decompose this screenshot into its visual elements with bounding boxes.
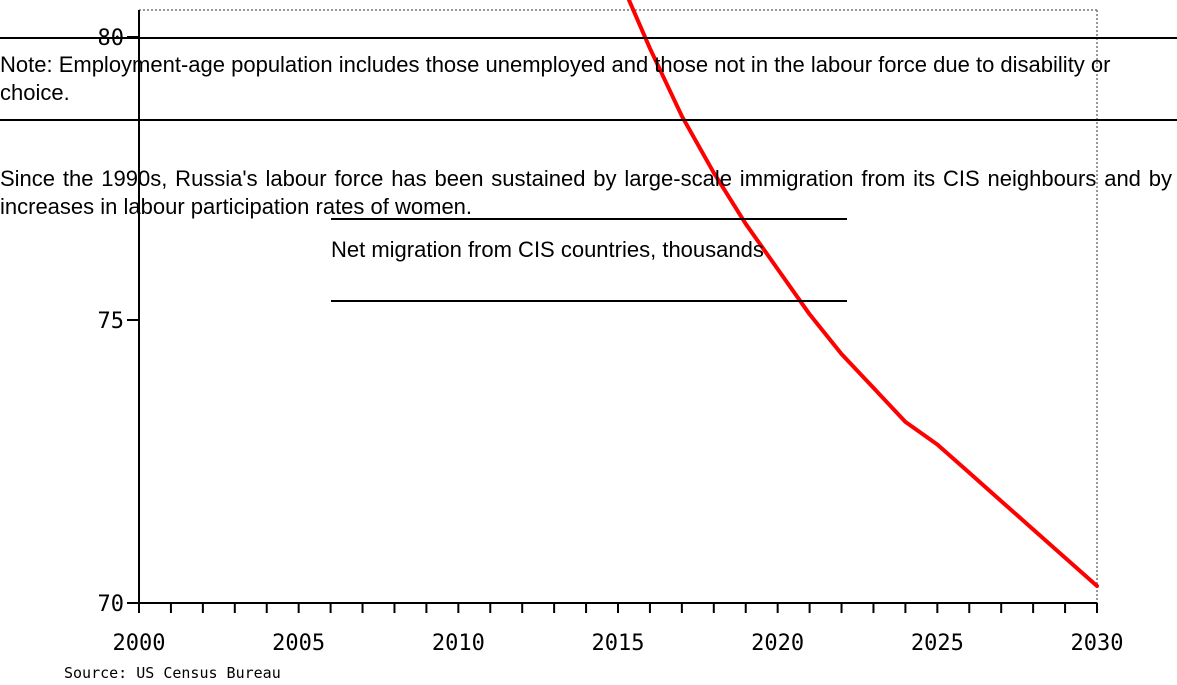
- x-tick-label: 2015: [592, 631, 645, 656]
- y-tick-label: 75: [98, 309, 125, 334]
- x-tick-label: 2030: [1071, 631, 1124, 656]
- x-tick-label: 2020: [751, 631, 804, 656]
- series-layer: [626, 0, 1099, 588]
- note-text: Note: Employment-age population includes…: [0, 52, 1111, 105]
- caption-text: Net migration from CIS countries, thousa…: [331, 237, 764, 262]
- caption-bottom-rule: [331, 300, 847, 302]
- ticks: [127, 36, 1098, 613]
- body-paragraph: Since the 1990s, Russia's labour force h…: [0, 166, 1172, 219]
- note-bottom-rule: [0, 119, 1177, 121]
- x-tick-label: 2005: [272, 631, 325, 656]
- caption-top-rule: [331, 218, 847, 220]
- tick-labels: 20002005201020152020202520307075808590: [98, 26, 1124, 656]
- note-top-rule: [0, 37, 1177, 39]
- source-label: Source: US Census Bureau: [64, 664, 281, 682]
- x-tick-label: 2000: [113, 631, 166, 656]
- plot-frame: [139, 9, 1098, 603]
- y-tick-label: 70: [98, 592, 125, 617]
- x-tick-label: 2010: [432, 631, 485, 656]
- series-line-1: [626, 0, 1099, 588]
- x-tick-label: 2025: [911, 631, 964, 656]
